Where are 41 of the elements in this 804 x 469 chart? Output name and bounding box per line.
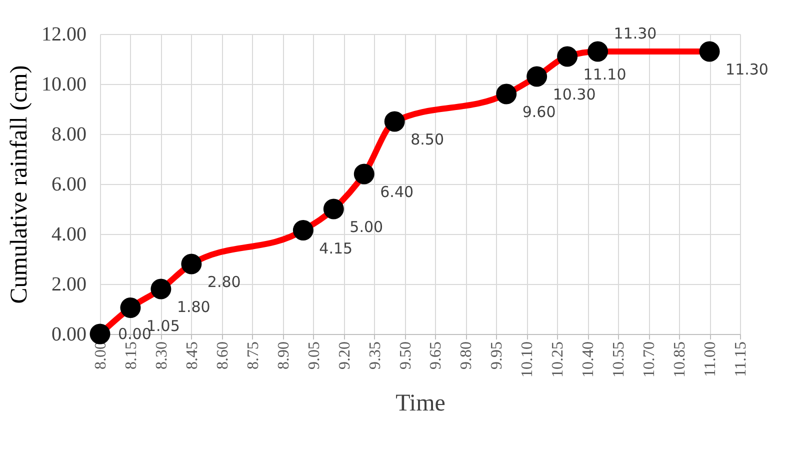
y-tick-label: 12.00	[42, 24, 86, 46]
x-tick-label: 11.00	[702, 342, 720, 377]
x-tick-label: 9.95	[488, 342, 506, 370]
x-tick-label: 8.30	[153, 342, 170, 370]
x-tick-label: 8.45	[184, 342, 201, 370]
data-label: 1.80	[176, 298, 210, 316]
x-tick-label: 11.15	[732, 342, 750, 377]
x-tick-label: 10.85	[672, 342, 689, 378]
x-tick-label: 8.15	[122, 342, 140, 370]
x-tick-label: 10.70	[641, 342, 658, 378]
data-label: 5.00	[350, 218, 384, 236]
y-axis-title: Cumulative rainfall (cm)	[6, 65, 32, 304]
x-tick-label: 10.40	[580, 342, 598, 378]
x-tick-label: 8.90	[275, 342, 292, 370]
data-label: 8.50	[410, 130, 444, 148]
x-tick-label: 10.55	[610, 342, 628, 378]
y-tick-label: 10.00	[42, 74, 86, 96]
data-label: 11.30	[726, 60, 768, 78]
x-tick-label: 9.50	[397, 342, 414, 370]
x-tick-label: 9.35	[366, 342, 384, 370]
x-tick-label: 8.75	[244, 342, 262, 370]
y-tick-label: 4.00	[52, 224, 86, 246]
x-tick-label: 9.05	[306, 342, 323, 370]
y-tick-label: 2.00	[52, 274, 86, 296]
data-label: 6.40	[380, 183, 414, 201]
x-tick-label: 9.20	[336, 342, 354, 370]
x-tick-label: 10.10	[519, 342, 536, 378]
x-axis-title: Time	[396, 390, 446, 416]
data-label: 10.30	[552, 86, 596, 104]
y-tick-label: 8.00	[52, 124, 86, 146]
data-label: 11.10	[583, 66, 626, 84]
y-tick-label: 0.00	[52, 324, 86, 346]
x-tick-label: 9.65	[428, 342, 445, 370]
data-label: 11.30	[614, 24, 657, 42]
x-tick-label: 9.80	[458, 342, 476, 370]
data-label: 4.15	[319, 239, 353, 258]
y-tick-label: 6.00	[52, 174, 86, 196]
x-tick-label: 8.60	[214, 342, 232, 370]
data-label: 2.80	[207, 273, 241, 291]
data-label: 9.60	[522, 103, 556, 121]
x-tick-label: 10.25	[550, 342, 567, 378]
